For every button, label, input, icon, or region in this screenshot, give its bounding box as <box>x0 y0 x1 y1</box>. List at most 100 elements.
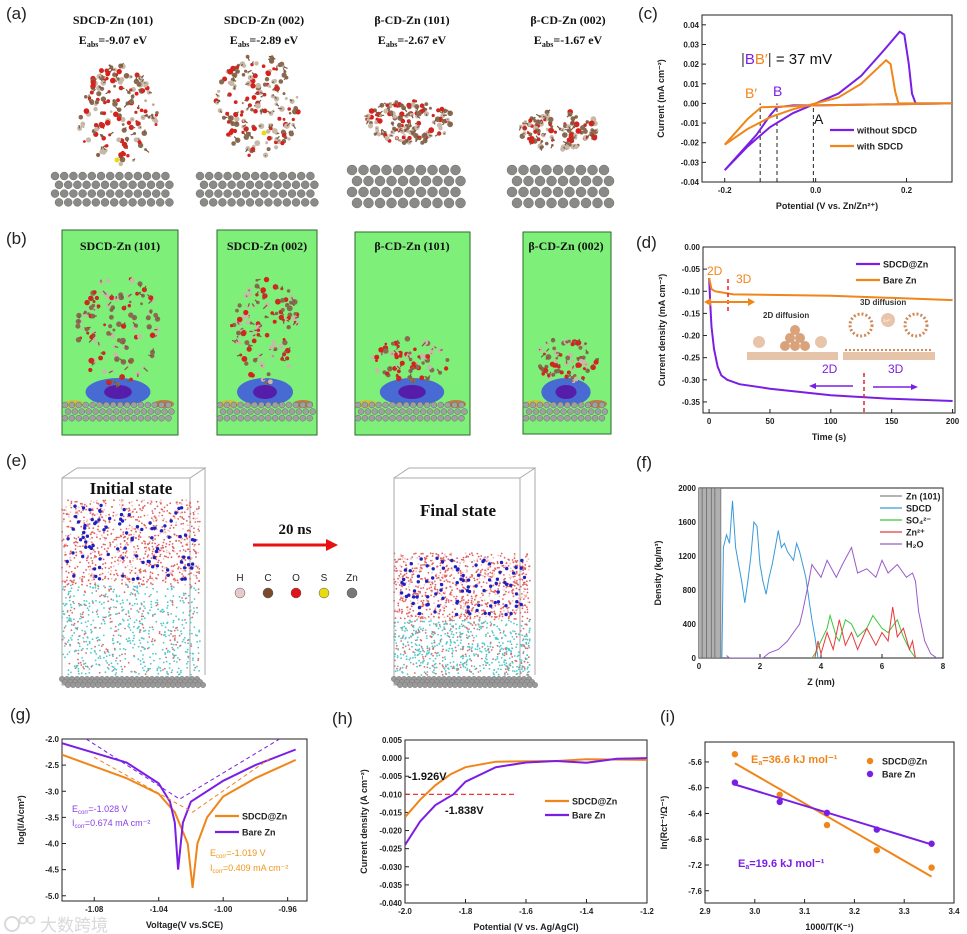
water-molecule <box>158 551 161 553</box>
zn-atom <box>450 164 461 176</box>
sdcd-atom <box>79 617 81 620</box>
water-molecule <box>473 598 476 601</box>
water-molecule <box>474 604 476 607</box>
sdcd-atom <box>77 672 80 675</box>
water-molecule <box>393 552 396 555</box>
sdcd-atom <box>421 653 424 656</box>
sdcd-atom <box>523 635 526 638</box>
sdcd-atom <box>139 642 142 644</box>
atom <box>541 372 545 376</box>
sdcd-atom <box>159 610 162 613</box>
zn-atom <box>273 198 282 207</box>
sdcd-atom <box>62 610 64 613</box>
water-molecule <box>79 545 81 548</box>
zn-atom <box>110 401 117 409</box>
water-molecule <box>131 527 134 530</box>
water-molecule <box>420 567 423 570</box>
water-molecule <box>61 577 63 580</box>
atom <box>133 137 139 143</box>
water-molecule <box>192 511 195 514</box>
water-molecule <box>177 581 179 584</box>
bond <box>266 382 271 386</box>
sdcd-atom <box>110 627 112 630</box>
sdcd-atom <box>143 601 146 603</box>
water-molecule <box>509 602 512 604</box>
water-molecule <box>499 555 502 557</box>
atom <box>116 137 122 143</box>
water-molecule <box>75 538 78 540</box>
water-molecule <box>133 553 136 556</box>
bond <box>235 338 239 343</box>
zn-atom <box>87 171 97 181</box>
water-molecule <box>444 575 447 578</box>
water-molecule <box>178 571 181 574</box>
sdcd-atom <box>503 661 505 664</box>
water-molecule <box>398 569 401 572</box>
water-molecule <box>149 540 151 543</box>
atom <box>565 145 570 150</box>
sdcd-atom <box>446 663 449 666</box>
water-molecule <box>149 577 151 580</box>
atom <box>527 131 530 134</box>
sdcd-atom <box>197 591 200 594</box>
water-molecule <box>160 561 162 564</box>
water-molecule <box>477 600 479 603</box>
water-molecule <box>150 517 153 519</box>
water-molecule <box>175 534 178 537</box>
bond <box>281 285 283 289</box>
sdcd-atom <box>83 599 86 602</box>
sdcd-atom <box>490 649 493 651</box>
water-molecule <box>511 569 514 572</box>
water-molecule <box>172 526 175 529</box>
atom <box>235 308 239 313</box>
charge-density-map <box>522 231 612 435</box>
water-molecule <box>493 562 496 565</box>
zn-ion <box>509 611 513 616</box>
water-molecule <box>86 557 88 560</box>
sdcd-atom <box>128 626 131 629</box>
zn-atom <box>557 175 569 187</box>
atom <box>388 101 393 106</box>
water-molecule <box>128 507 131 510</box>
sdcd-atom <box>158 631 161 633</box>
water-molecule <box>94 564 97 566</box>
water-molecule <box>144 550 147 553</box>
sdcd-atom <box>162 661 165 664</box>
sdcd-atom <box>159 669 162 672</box>
zn-ion <box>416 574 421 578</box>
sdcd-atom <box>165 656 168 659</box>
zn-atom <box>236 198 246 207</box>
bond <box>551 374 554 377</box>
water-molecule <box>526 588 529 591</box>
water-molecule <box>66 525 69 528</box>
water-molecule <box>171 545 174 548</box>
water-molecule <box>69 552 71 555</box>
sdcd-atom <box>187 642 189 645</box>
sdcd-atom <box>134 593 137 596</box>
zn-ion <box>402 577 406 582</box>
atom <box>105 144 109 148</box>
bond <box>409 373 412 378</box>
bond <box>148 354 153 357</box>
atom <box>243 309 249 316</box>
water-molecule <box>113 546 116 548</box>
zn-atom <box>204 189 214 198</box>
bond <box>232 66 236 70</box>
sdcd-atom <box>136 590 138 592</box>
sdcd-atom <box>149 662 152 665</box>
water-molecule <box>498 595 501 598</box>
water-molecule <box>466 565 469 568</box>
water-molecule <box>514 612 517 615</box>
water-molecule <box>183 538 186 541</box>
sdcd-atom <box>82 611 85 614</box>
water-molecule <box>502 603 505 605</box>
zn-ion <box>92 567 97 571</box>
zn-atom <box>375 415 382 422</box>
atom <box>442 131 447 135</box>
zn-ion <box>504 612 508 617</box>
water-molecule <box>484 571 486 574</box>
sdcd-atom <box>117 634 120 637</box>
water-molecule <box>124 576 127 579</box>
sdcd-atom <box>144 593 147 595</box>
water-molecule <box>116 551 119 553</box>
